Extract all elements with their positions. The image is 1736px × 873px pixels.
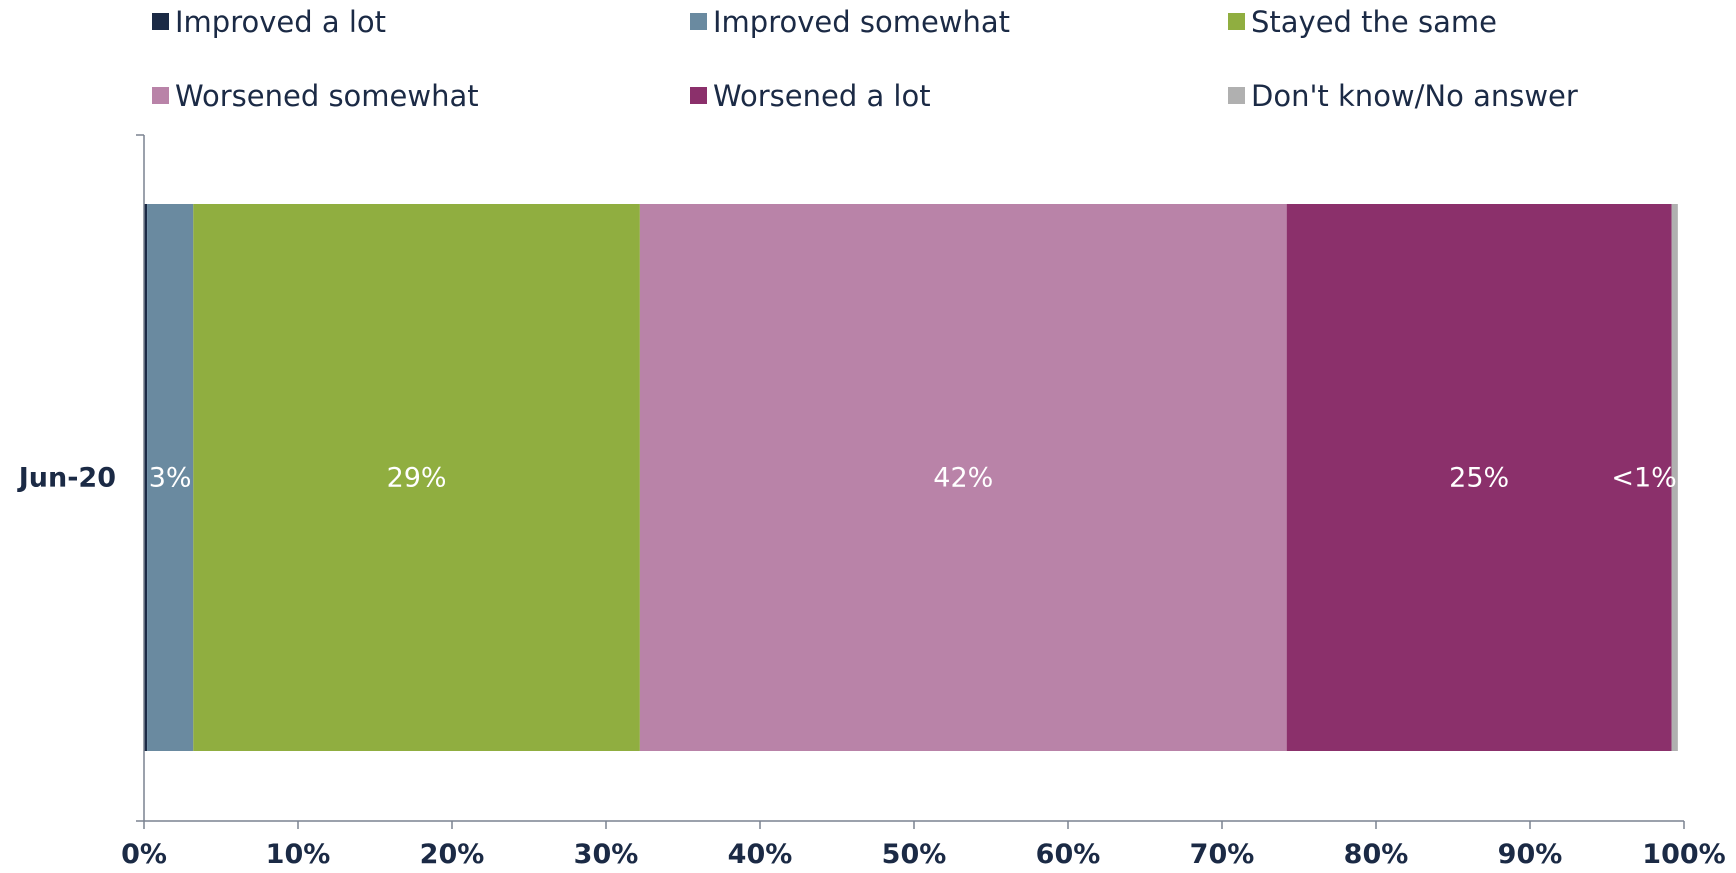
x-tick-label: 0% [121, 839, 167, 870]
data-label-worsened-a-lot: 25% [1449, 463, 1509, 494]
legend-item-stayed-the-same: Stayed the same [1228, 5, 1497, 39]
legend-swatch [1228, 13, 1245, 30]
legend-label: Don't know/No answer [1251, 79, 1578, 113]
legend-swatch [690, 87, 707, 104]
legend-item-worsened-somewhat: Worsened somewhat [152, 79, 479, 113]
legend-label: Worsened a lot [713, 79, 931, 113]
legend-swatch [690, 13, 707, 30]
legend-item-improved-a-lot: Improved a lot [152, 5, 386, 39]
legend-item-worsened-a-lot: Worsened a lot [690, 79, 931, 113]
category-labels: Jun-20 [17, 463, 116, 494]
x-tick-label: 20% [420, 839, 485, 870]
x-tick-label: 10% [266, 839, 331, 870]
data-label-don-t-know-no-answer: <1% [1611, 463, 1676, 494]
x-tick-label: 70% [1190, 839, 1255, 870]
legend-swatch [152, 13, 169, 30]
legend-swatch [1228, 87, 1245, 104]
legend-item-don-t-know-no-answer: Don't know/No answer [1228, 79, 1578, 113]
bar-area: 3% 29% 42% 25% <1% [144, 204, 1678, 751]
legend-label: Worsened somewhat [175, 79, 479, 113]
legend-label: Improved a lot [175, 5, 386, 39]
legend-label: Stayed the same [1251, 5, 1497, 39]
legend-swatch [152, 87, 169, 104]
bar-segment-worsened-somewhat [639, 204, 1287, 751]
bar-segment-don-t-know-no-answer [1671, 204, 1678, 751]
x-tick-label: 80% [1344, 839, 1409, 870]
x-axis-ticks: 0% 10% 20% 30% 40% 50% 60% 70% 80% 90% 100% [121, 821, 1726, 870]
x-tick-label: 60% [1036, 839, 1101, 870]
x-tick-label: 100% [1642, 839, 1725, 870]
legend-item-improved-somewhat: Improved somewhat [690, 5, 1010, 39]
data-label-worsened-somewhat: 42% [933, 463, 993, 494]
data-label-improved-somewhat: 3% [149, 463, 192, 494]
bar-segment-worsened-a-lot [1286, 204, 1672, 751]
bar-segment-improved-a-lot [144, 204, 148, 751]
bar-segment-stayed-the-same [193, 204, 640, 751]
legend: Improved a lot Improved somewhat Stayed th… [152, 5, 1578, 113]
category-label: Jun-20 [17, 463, 116, 494]
x-tick-label: 50% [882, 839, 947, 870]
x-tick-label: 40% [728, 839, 793, 870]
x-tick-label: 30% [574, 839, 639, 870]
data-label-stayed-the-same: 29% [387, 463, 447, 494]
bar-segment-improved-somewhat [147, 204, 194, 751]
x-tick-label: 90% [1498, 839, 1563, 870]
legend-label: Improved somewhat [713, 5, 1010, 39]
